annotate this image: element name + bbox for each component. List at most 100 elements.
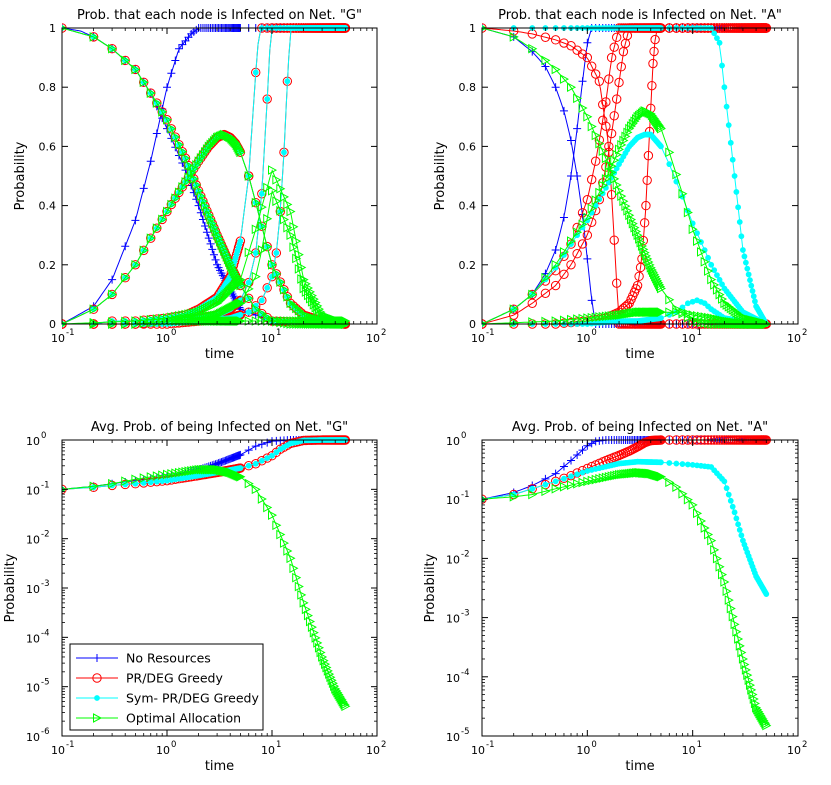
data-point — [257, 245, 267, 255]
data-point — [217, 240, 227, 250]
data-point — [665, 294, 675, 305]
data-point — [283, 291, 293, 302]
data-point — [327, 675, 337, 686]
x-axis: 10 -1 10 0 10 1 10 2 — [51, 28, 386, 345]
data-point — [738, 532, 745, 539]
data-point — [211, 464, 221, 475]
data-point — [258, 190, 265, 197]
y-tick-label: 1 — [49, 22, 56, 35]
data-point — [244, 284, 254, 294]
data-point — [693, 236, 703, 246]
data-point — [540, 32, 551, 42]
data-point — [292, 572, 302, 583]
data-point — [509, 317, 519, 328]
data-point — [647, 80, 657, 91]
x-tick-exponent: -1 — [66, 328, 74, 338]
data-point — [235, 145, 245, 156]
y-tick-label: 10 — [26, 632, 40, 645]
y-tick-label: 0.2 — [459, 259, 477, 272]
data-point — [577, 239, 588, 249]
chart-title: Prob. that each node is Infected on Net.… — [498, 8, 782, 23]
data-point — [163, 469, 173, 480]
data-point — [214, 233, 224, 244]
y-tick-label: 10 — [26, 731, 40, 744]
data-point — [567, 456, 576, 465]
data-point — [286, 316, 296, 326]
data-point — [637, 241, 648, 251]
data-point — [189, 163, 199, 174]
data-point — [718, 315, 728, 326]
data-point — [321, 659, 331, 669]
data-point — [245, 279, 252, 286]
data-point — [297, 308, 307, 318]
x-tick-exponent: 1 — [697, 740, 702, 750]
data-point — [262, 283, 272, 293]
data-point — [714, 272, 720, 279]
x-tick-label: 10 — [576, 332, 590, 345]
data-point — [704, 312, 714, 323]
y-tick-exponent: -2 — [41, 530, 49, 540]
y-tick-exponent: -2 — [461, 549, 469, 559]
series-line — [62, 27, 346, 325]
data-point — [610, 310, 620, 321]
legend-label: No Resources — [126, 651, 211, 666]
y-axis: 0 0.2 0.4 0.6 0.8 1 — [459, 22, 798, 331]
data-point — [152, 223, 162, 234]
data-point — [656, 281, 666, 292]
data-point — [184, 160, 194, 171]
data-point — [621, 131, 631, 142]
data-point — [184, 316, 194, 326]
data-point — [673, 460, 680, 467]
data-point — [604, 167, 614, 178]
x-tick-label: 10 — [156, 744, 170, 757]
data-point — [273, 250, 280, 256]
data-point — [541, 474, 550, 483]
data-point — [731, 509, 738, 516]
x-tick-label: 10 — [261, 332, 275, 345]
data-point — [574, 471, 581, 478]
data-point — [292, 316, 302, 326]
series-line — [62, 27, 346, 325]
data-point — [108, 289, 118, 300]
data-point — [209, 136, 220, 146]
data-point — [688, 224, 698, 235]
data-point — [656, 307, 667, 317]
data-point — [237, 311, 244, 318]
data-point — [749, 288, 756, 294]
data-point — [187, 167, 197, 178]
data-point — [167, 123, 177, 134]
data-point — [633, 307, 643, 317]
data-point — [601, 174, 611, 184]
data-point — [208, 245, 217, 254]
data-point — [610, 174, 620, 184]
data-point — [578, 477, 588, 488]
data-point — [244, 247, 254, 258]
data-point — [684, 300, 691, 307]
data-point — [578, 77, 587, 86]
data-point — [583, 38, 592, 47]
data-point — [683, 308, 693, 319]
data-point — [712, 285, 723, 295]
data-point — [541, 486, 551, 497]
data-point — [612, 470, 622, 480]
data-point — [594, 76, 605, 86]
data-point — [734, 634, 744, 644]
data-point — [655, 121, 665, 131]
data-point — [711, 267, 718, 274]
data-point — [704, 266, 714, 276]
data-point — [559, 473, 569, 483]
data-point — [251, 459, 261, 469]
data-point — [286, 553, 296, 564]
y-tick-label: 10 — [446, 435, 460, 448]
data-point — [211, 255, 220, 264]
data-point — [245, 462, 252, 469]
data-point — [573, 478, 583, 489]
x-axis: 10 -1 10 0 10 1 10 2 — [51, 440, 386, 757]
data-point — [718, 569, 728, 580]
data-point — [718, 294, 728, 304]
data-point — [747, 277, 753, 284]
data-point — [598, 146, 608, 157]
legend-entry: Sym- PR/DEG Greedy — [76, 691, 259, 706]
data-point — [622, 30, 633, 41]
data-point — [146, 88, 156, 98]
